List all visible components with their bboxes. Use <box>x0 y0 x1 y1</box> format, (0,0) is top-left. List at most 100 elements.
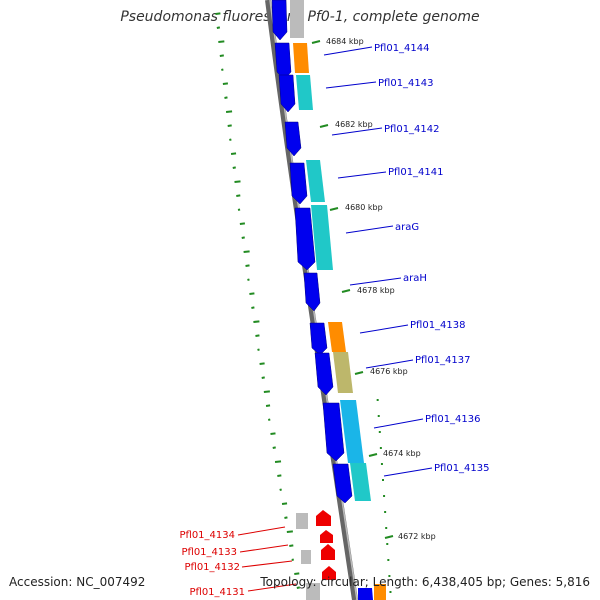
gc-skew-mark <box>255 334 260 337</box>
gc-skew-mark <box>296 586 301 589</box>
gc-skew-mark <box>245 264 250 267</box>
gene-label[interactable]: Pfl01_4132 <box>184 562 240 573</box>
gene-label[interactable]: Pfl01_4136 <box>425 414 481 425</box>
gene-label[interactable]: Pfl01_4131 <box>189 587 245 598</box>
cog-block <box>311 205 333 270</box>
gc-skew-mark <box>225 110 233 113</box>
gene-label[interactable]: Pfl01_4135 <box>434 463 490 474</box>
gene-label[interactable]: Pfl01_4137 <box>415 355 471 366</box>
gc-skew-mark <box>274 460 282 463</box>
gc-skew-mark <box>224 96 228 99</box>
gene-label[interactable]: Pfl01_4134 <box>179 530 235 541</box>
gc-skew-mark <box>227 124 232 127</box>
gene-arrow[interactable] <box>284 121 302 157</box>
gc-skew-mark <box>221 68 224 71</box>
gc-skew-mark <box>253 320 260 323</box>
gc-skew-mark <box>243 250 250 253</box>
gene-labels: Pfl01_4144 Pfl01_4143 Pfl01_4142 Pfl01_4… <box>179 43 489 598</box>
gc-skew-mark <box>284 516 288 519</box>
gc-skew-mark <box>270 432 276 435</box>
forward-genes <box>271 0 373 600</box>
position-label: 4672 kbp <box>398 532 436 541</box>
gene-arrow[interactable] <box>314 352 334 396</box>
gc-skew-mark <box>286 530 293 533</box>
gc-skew-mark <box>230 152 237 155</box>
gene-arrow[interactable] <box>358 588 373 600</box>
gc-skew-mark <box>294 572 300 575</box>
position-labels: 4684 kbp 4682 kbp 4680 kbp 4678 kbp 4676… <box>326 37 436 541</box>
gene-arrow[interactable] <box>303 272 321 312</box>
position-label: 4680 kbp <box>345 203 383 212</box>
gene-label[interactable]: Pfl01_4143 <box>378 78 434 89</box>
gc-skew-mark <box>257 348 260 351</box>
cog-block <box>306 160 325 202</box>
gc-skew-mark <box>289 544 294 547</box>
gc-skew-mark <box>263 390 270 393</box>
gene-label[interactable]: Pfl01_4144 <box>374 43 430 54</box>
gc-skew-mark <box>236 194 241 197</box>
gc-skew-mark <box>265 404 271 407</box>
gc-skew-mark <box>222 82 229 85</box>
position-ticks <box>311 40 394 539</box>
gc-skew-mark <box>215 12 221 15</box>
cog-block <box>296 513 308 529</box>
genome-summary-text: Topology: circular; Length: 6,438,405 bp… <box>260 575 590 589</box>
gc-skew-mark <box>216 26 221 29</box>
gc-skew-mark <box>249 292 255 295</box>
gc-skew-mark <box>272 446 276 449</box>
position-label: 4678 kbp <box>357 286 395 295</box>
gene-label[interactable]: Pfl01_4142 <box>384 124 440 135</box>
cog-block <box>293 43 309 73</box>
gc-skew-mark <box>267 418 271 421</box>
gc-skew-mark <box>261 376 265 379</box>
gene-arrow[interactable] <box>289 162 308 205</box>
gc-skew-mark <box>232 166 236 169</box>
gene-arrow[interactable] <box>322 566 336 580</box>
gc-skew-mark <box>241 236 245 239</box>
gene-leader-lines <box>237 46 433 592</box>
gc-skew-mark <box>218 40 225 43</box>
gene-arrow[interactable] <box>332 463 353 504</box>
gene-label[interactable]: araH <box>403 273 427 284</box>
gc-skew-track <box>215 12 392 593</box>
gene-label[interactable]: Pfl01_4133 <box>181 547 237 558</box>
cog-block <box>301 550 311 564</box>
position-label: 4682 kbp <box>335 120 373 129</box>
reverse-genes <box>316 510 336 580</box>
gene-arrow[interactable] <box>271 0 288 41</box>
gene-arrow[interactable] <box>322 402 345 462</box>
cog-block <box>306 583 320 600</box>
position-label: 4676 kbp <box>370 367 408 376</box>
cog-block <box>296 75 313 110</box>
cog-block <box>350 463 371 501</box>
accession-text: Accession: NC_007492 <box>9 575 146 589</box>
gc-skew-mark <box>239 222 246 225</box>
gc-skew-mark <box>277 474 282 477</box>
cog-block <box>340 400 364 463</box>
gc-skew-mark <box>291 558 295 561</box>
cog-block <box>328 322 346 352</box>
gene-label[interactable]: araG <box>395 222 419 233</box>
cog-block <box>333 352 353 393</box>
gene-arrow[interactable] <box>321 544 335 560</box>
gc-skew-mark <box>237 208 241 211</box>
gc-skew-mark <box>229 138 232 141</box>
gc-skew-mark <box>259 362 265 365</box>
gene-arrow[interactable] <box>309 322 328 356</box>
gene-label[interactable]: Pfl01_4138 <box>410 320 466 331</box>
cog-block <box>290 0 304 38</box>
gc-skew-mark <box>219 54 224 57</box>
gene-arrow[interactable] <box>294 207 316 271</box>
gene-arrow[interactable] <box>278 74 296 113</box>
cog-track <box>290 0 386 600</box>
position-label: 4674 kbp <box>383 449 421 458</box>
gc-skew-mark <box>279 488 282 491</box>
gene-arrow[interactable] <box>316 510 331 526</box>
position-label: 4684 kbp <box>326 37 364 46</box>
gc-skew-mark <box>251 306 255 309</box>
cog-block <box>374 584 386 600</box>
gc-skew-mark <box>281 502 288 505</box>
gene-arrow[interactable] <box>320 530 333 543</box>
gene-label[interactable]: Pfl01_4141 <box>388 167 444 178</box>
